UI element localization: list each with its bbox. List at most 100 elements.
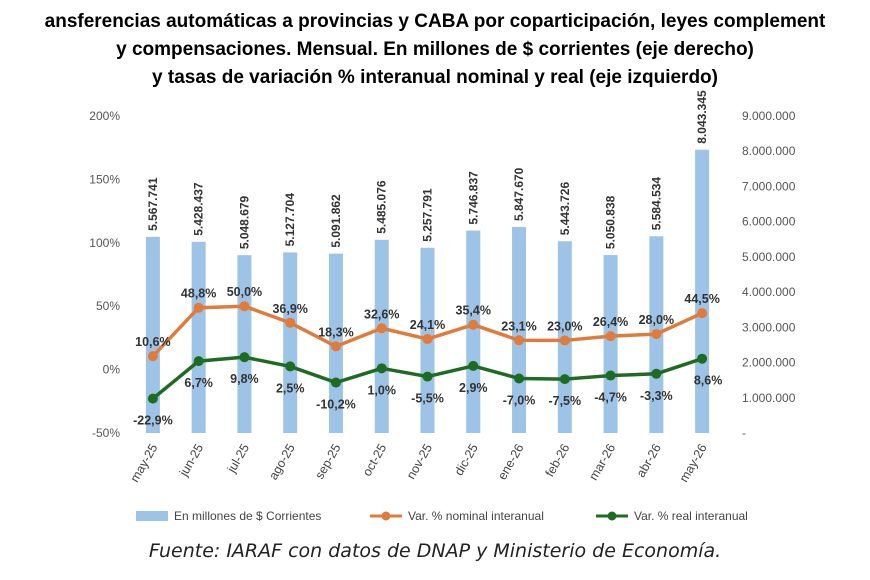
nominal-label: 32,6% <box>364 307 399 321</box>
real-point <box>559 374 570 385</box>
legend-marker-real <box>607 511 617 521</box>
bar <box>237 255 252 433</box>
right-axis-tick: 8.000.000 <box>742 144 796 158</box>
legend-label-nominal: Var. % nominal interanual <box>408 509 544 523</box>
real-label: -5,5% <box>411 392 444 406</box>
right-axis-tick: 1.000.000 <box>742 391 796 405</box>
real-point <box>422 371 433 382</box>
x-axis-tick: mar-26 <box>586 441 618 482</box>
real-point <box>514 373 525 384</box>
bar-value-label: 5.746.837 <box>466 171 480 225</box>
bar-value-label: 8.043.345 <box>695 90 709 144</box>
bar-value-label: 5.443.726 <box>558 182 572 236</box>
nominal-point <box>193 302 204 313</box>
nominal-point <box>697 308 708 319</box>
bar-value-label: 5.485.076 <box>375 180 389 234</box>
left-axis-tick: -50% <box>92 426 120 440</box>
nominal-point <box>239 301 250 312</box>
legend-label-real: Var. % real interanual <box>634 509 748 523</box>
legend-marker-nominal <box>381 511 391 521</box>
nominal-label: 23,0% <box>547 319 582 333</box>
nominal-label: 28,0% <box>639 313 674 327</box>
bar <box>603 255 618 433</box>
right-axis-tick: 5.000.000 <box>742 250 796 264</box>
real-point <box>697 353 708 364</box>
bar <box>145 236 160 433</box>
nominal-point <box>147 351 158 362</box>
title-line-2: y compensaciones. Mensual. En millones d… <box>116 39 754 60</box>
bar-value-label: 5.428.437 <box>192 182 206 236</box>
right-axis-tick: 2.000.000 <box>742 356 796 370</box>
nominal-point <box>422 334 433 345</box>
bar-value-label: 5.567.741 <box>146 177 160 231</box>
real-point <box>330 377 341 388</box>
bar-value-label: 5.127.704 <box>283 193 297 247</box>
real-point <box>376 363 387 374</box>
combo-chart: -50% 0% 50% 100% 150% 200% - 1.000.000 2.000.000… <box>89 90 796 523</box>
x-axis-tick: may-25 <box>128 441 161 484</box>
x-axis-tick: ago-25 <box>266 441 298 482</box>
real-label: -7,0% <box>503 393 536 407</box>
title-line-3: y tasas de variación % interanual nomina… <box>152 67 718 88</box>
x-axis-tick: sep-25 <box>312 441 343 481</box>
bar <box>283 252 298 433</box>
real-point <box>285 361 296 372</box>
real-label: -22,9% <box>133 414 173 428</box>
bar-value-label: 5.091.862 <box>329 194 343 248</box>
bar-value-label: 5.847.670 <box>512 167 526 221</box>
nominal-label: 50,0% <box>227 285 262 299</box>
real-point <box>147 393 158 404</box>
right-axis-tick: 4.000.000 <box>742 285 796 299</box>
nominal-point <box>651 329 662 340</box>
x-axis-tick: jun-25 <box>176 441 206 479</box>
x-axis-tick: feb-26 <box>543 441 573 479</box>
nominal-label: 18,3% <box>318 325 353 339</box>
right-axis-tick: - <box>742 426 746 440</box>
x-axis-tick: may-26 <box>677 441 710 484</box>
legend-swatch-bars <box>136 511 168 521</box>
nominal-label: 24,1% <box>410 318 445 332</box>
x-axis-tick: abr-26 <box>634 441 664 479</box>
left-axis-tick: 200% <box>89 109 120 123</box>
nominal-label: 26,4% <box>593 315 628 329</box>
nominal-label: 44,5% <box>684 292 719 306</box>
x-axis-tick: oct-25 <box>360 441 390 478</box>
left-axis-tick: 150% <box>89 172 120 186</box>
bar-value-label: 5.257.791 <box>421 188 435 242</box>
real-label: -7,5% <box>548 394 581 408</box>
nominal-point <box>376 323 387 334</box>
nominal-label: 23,1% <box>501 319 536 333</box>
x-axis-tick: ene-26 <box>495 441 527 482</box>
x-axis-tick: dic-25 <box>452 441 481 478</box>
real-point <box>605 370 616 381</box>
legend-label-bars: En millones de $ Corrientes <box>174 509 321 523</box>
real-label: 2,9% <box>459 381 488 395</box>
bar <box>191 241 206 433</box>
real-label: 8,6% <box>694 374 723 388</box>
real-label: 6,7% <box>184 376 213 390</box>
nominal-point <box>468 319 479 330</box>
nominal-point <box>514 335 525 346</box>
real-point <box>239 352 250 363</box>
real-point <box>193 356 204 367</box>
x-axis-tick: jul-25 <box>224 441 252 475</box>
title-line-1: ansferencias automáticas a provincias y … <box>44 11 826 32</box>
nominal-point <box>605 331 616 342</box>
real-label: -10,2% <box>316 398 356 412</box>
nominal-point <box>285 317 296 328</box>
bar-value-label: 5.048.679 <box>237 195 251 249</box>
nominal-point <box>559 335 570 346</box>
nominal-label: 48,8% <box>181 287 216 301</box>
left-axis-tick: 0% <box>103 363 121 377</box>
nominal-point <box>330 341 341 352</box>
real-label: -3,3% <box>640 389 673 403</box>
right-axis-tick: 3.000.000 <box>742 320 796 334</box>
right-axis-tick: 6.000.000 <box>742 215 796 229</box>
real-label: 9,8% <box>230 372 259 386</box>
nominal-label: 36,9% <box>272 302 307 316</box>
bar-value-label: 5.584.534 <box>649 177 663 231</box>
left-axis-tick: 100% <box>89 236 120 250</box>
bar <box>374 239 389 433</box>
nominal-label: 10,6% <box>135 335 170 349</box>
real-label: -4,7% <box>594 391 627 405</box>
